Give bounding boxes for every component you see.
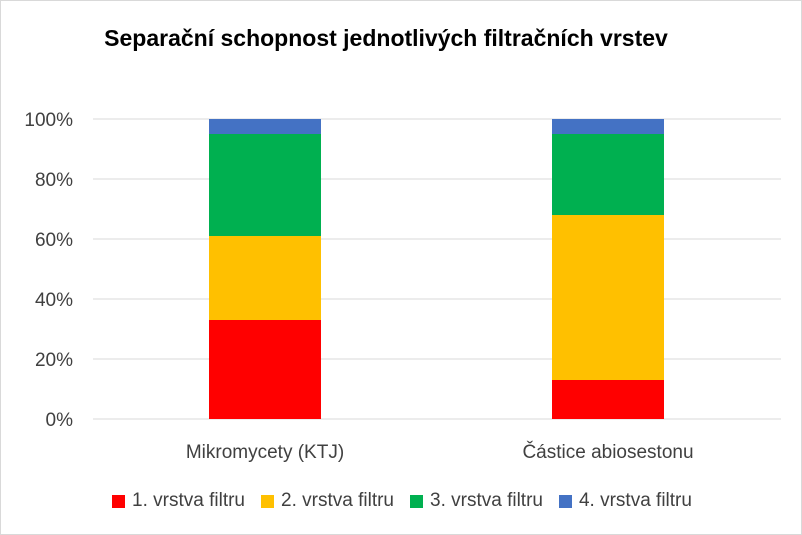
y-axis-ticks: 0% 20% 40% 60% 80% 100% (24, 110, 73, 431)
x-category-label: Mikromycety (KTJ) (186, 442, 344, 463)
y-tick-label: 40% (35, 290, 73, 311)
legend-label-layer-4: 4. vrstva filtru (578, 490, 692, 511)
bar-segment-cat2-layer4[interactable] (552, 119, 664, 134)
bar-segment-cat1-layer4[interactable] (209, 119, 321, 134)
legend-swatch-layer-3 (410, 494, 423, 508)
x-axis-categories: Mikromycety (KTJ) Částice abiosestonu (186, 441, 694, 463)
legend-swatch-layer-2 (261, 494, 275, 508)
bar-segment-cat2-layer1[interactable] (552, 380, 664, 419)
legend-item-layer-4[interactable]: 4. vrstva filtru (558, 490, 692, 512)
bar-segment-cat1-layer1[interactable] (209, 320, 321, 419)
legend-label-layer-1: 1. vrstva filtru (132, 490, 246, 511)
bar-segment-cat2-layer3[interactable] (552, 134, 664, 215)
y-tick-label: 0% (46, 410, 74, 431)
legend-item-layer-2[interactable]: 2. vrstva filtru (261, 490, 394, 512)
x-category-label: Částice abiosestonu (522, 441, 693, 463)
legend-label-layer-2: 2. vrstva filtru (281, 490, 394, 511)
legend-swatch-layer-4 (558, 494, 572, 508)
y-tick-label: 100% (24, 110, 73, 131)
bar-segment-cat2-layer2[interactable] (552, 215, 664, 380)
chart-title: Separační schopnost jednotlivých filtrač… (104, 25, 668, 51)
bar-segment-cat1-layer2[interactable] (209, 236, 321, 320)
y-tick-label: 80% (35, 170, 73, 191)
y-tick-label: 20% (35, 350, 73, 371)
legend-swatch-layer-1 (112, 494, 126, 508)
bar-segment-cat1-layer3[interactable] (209, 134, 321, 236)
y-tick-label: 60% (35, 230, 73, 251)
legend-item-layer-1[interactable]: 1. vrstva filtru (112, 490, 245, 512)
legend-label-layer-3: 3. vrstva filtru (430, 490, 543, 511)
legend-item-layer-3[interactable]: 3. vrstva filtru (410, 490, 543, 512)
bars (209, 119, 664, 419)
gridlines (93, 118, 781, 420)
legend: 1. vrstva filtru 2. vrstva filtru 3. vrs… (1, 487, 802, 515)
